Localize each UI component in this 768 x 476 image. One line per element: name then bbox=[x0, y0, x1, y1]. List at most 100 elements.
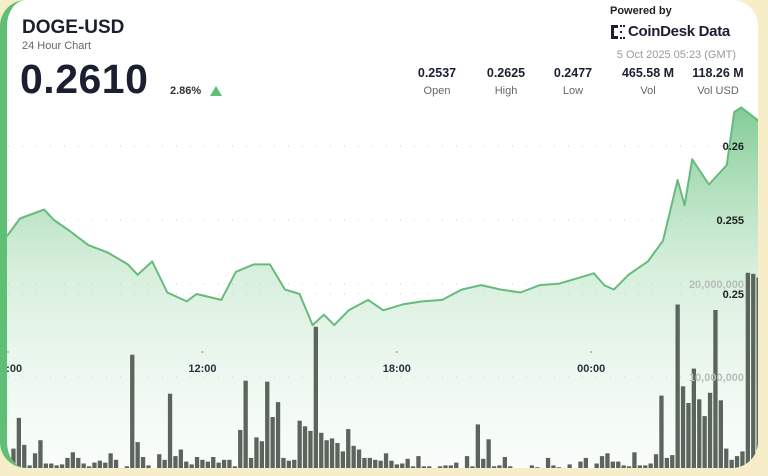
volume-bar bbox=[697, 399, 702, 468]
volume-bar bbox=[205, 461, 210, 468]
volume-bar bbox=[113, 459, 119, 468]
volume-bar bbox=[324, 440, 329, 468]
volume-bar bbox=[497, 465, 502, 468]
volume-bar bbox=[427, 466, 432, 468]
volume-bar bbox=[486, 439, 491, 468]
volume-bar bbox=[232, 466, 237, 468]
timestamp: 5 Oct 2025 05:23 (GMT) bbox=[616, 49, 736, 61]
volume-bar bbox=[216, 462, 221, 468]
volume-bar bbox=[367, 457, 372, 468]
stat-label: Open bbox=[423, 85, 451, 97]
volume-bar bbox=[292, 459, 297, 468]
volume-bar bbox=[248, 457, 254, 468]
stat-vol-usd: 118.26 M Vol USD bbox=[678, 66, 758, 97]
volume-bar bbox=[254, 437, 259, 468]
volume-bar bbox=[567, 464, 572, 468]
volume-bar bbox=[162, 459, 167, 468]
volume-bar bbox=[643, 465, 648, 468]
volume-bar bbox=[551, 465, 556, 468]
volume-bar bbox=[108, 453, 113, 468]
price-tick-label: 0.255 bbox=[716, 215, 744, 227]
volume-bar bbox=[707, 392, 713, 468]
volume-bar bbox=[691, 368, 696, 468]
volume-bar bbox=[22, 444, 27, 468]
volume-bar bbox=[599, 456, 605, 468]
volume-bar bbox=[308, 430, 313, 468]
volume-bar bbox=[680, 386, 686, 468]
volume-bar bbox=[351, 445, 356, 468]
volume-bar bbox=[626, 466, 632, 468]
volume-bar bbox=[238, 430, 243, 468]
volume-bar bbox=[383, 453, 389, 468]
volume-bar bbox=[81, 463, 86, 468]
volume-bar bbox=[124, 466, 129, 468]
volume-bar bbox=[454, 462, 459, 468]
volume-bar bbox=[103, 462, 108, 468]
volume-bar bbox=[745, 272, 750, 468]
chart-subtitle: 24 Hour Chart bbox=[22, 40, 92, 52]
x-tick-label: 00:00 bbox=[577, 363, 605, 375]
coindesk-logo-icon bbox=[611, 24, 625, 39]
stat-low: 0.2477 Low bbox=[533, 66, 613, 97]
coindesk-logo[interactable]: CoinDesk Data bbox=[611, 23, 730, 40]
volume-bar bbox=[670, 455, 675, 468]
up-triangle-icon bbox=[210, 86, 222, 96]
volume-bar bbox=[297, 420, 302, 468]
volume-bar bbox=[594, 463, 599, 468]
stat-label: Vol bbox=[640, 85, 656, 97]
volume-bar bbox=[43, 463, 48, 468]
volume-bar bbox=[59, 464, 65, 468]
x-tick-label: 18:00 bbox=[383, 363, 411, 375]
symbol-title: DOGE-USD bbox=[22, 17, 125, 38]
volume-bar bbox=[194, 457, 200, 468]
volume-bar bbox=[335, 443, 340, 468]
price-tick-label: 0.26 bbox=[723, 141, 744, 153]
volume-bar bbox=[259, 441, 264, 468]
volume-bar bbox=[16, 417, 21, 468]
stat-value: 0.2477 bbox=[553, 66, 593, 80]
volume-bar bbox=[756, 277, 758, 468]
volume-bar bbox=[49, 463, 54, 468]
price-area bbox=[7, 107, 758, 468]
volume-bar bbox=[502, 457, 507, 468]
volume-bar bbox=[605, 453, 610, 468]
volume-bar bbox=[664, 457, 669, 468]
volume-bar bbox=[556, 467, 561, 468]
volume-bar bbox=[65, 457, 70, 468]
volume-bar bbox=[362, 457, 367, 468]
volume-bar bbox=[464, 456, 470, 468]
volume-bar bbox=[135, 442, 140, 468]
volume-bar bbox=[319, 432, 324, 468]
volume-bar bbox=[718, 400, 723, 468]
volume-bar bbox=[313, 326, 318, 468]
volume-bar bbox=[729, 459, 734, 468]
volume-bar bbox=[86, 466, 92, 468]
volume-bar bbox=[329, 438, 335, 468]
volume-tick-label: 20,000,000 bbox=[689, 279, 744, 291]
stat-vol: 465.58 M Vol bbox=[608, 66, 688, 97]
volume-bar bbox=[610, 461, 615, 468]
volume-bar bbox=[653, 454, 659, 468]
volume-bar bbox=[378, 460, 383, 468]
volume-bar bbox=[221, 459, 227, 468]
brand-name: CoinDesk Data bbox=[628, 23, 730, 40]
volume-bar bbox=[686, 403, 691, 468]
volume-bar bbox=[481, 458, 486, 468]
volume-bar bbox=[173, 456, 178, 468]
volume-bar bbox=[189, 464, 194, 468]
volume-bar bbox=[340, 451, 345, 468]
volume-bar bbox=[97, 460, 102, 468]
stat-value: 0.2625 bbox=[486, 66, 526, 80]
volume-bar bbox=[400, 463, 405, 468]
volume-bar bbox=[410, 466, 416, 468]
volume-bar bbox=[578, 461, 583, 468]
volume-bar bbox=[394, 464, 399, 468]
x-tick-label: 06:00 bbox=[0, 363, 22, 375]
volume-tick-label: 10,000,000 bbox=[689, 372, 744, 384]
stat-open: 0.2537 Open bbox=[397, 66, 477, 97]
volume-bar bbox=[76, 457, 81, 468]
volume-bar bbox=[470, 466, 475, 468]
volume-bar bbox=[535, 467, 540, 468]
volume-bar bbox=[270, 417, 275, 468]
volume-bar bbox=[475, 424, 480, 468]
